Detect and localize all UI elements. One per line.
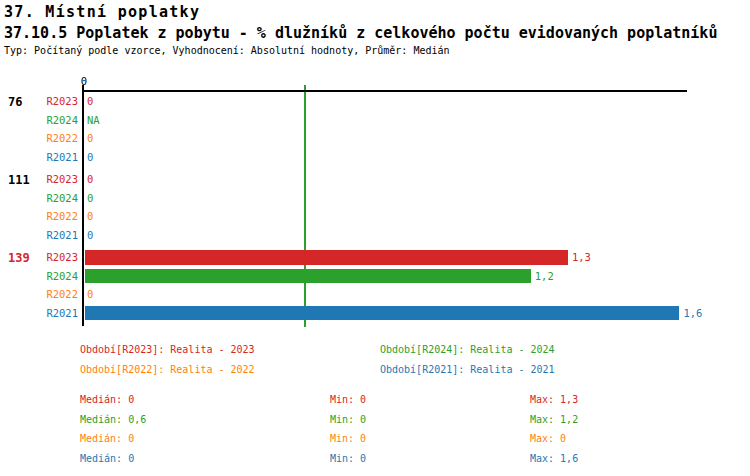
- chart-row: R2024 0: [0, 189, 750, 208]
- bar: [85, 306, 679, 321]
- series-label: R2023: [0, 251, 78, 263]
- bar-value-label: 0: [87, 229, 93, 241]
- chart-row: R2021 0: [0, 148, 750, 167]
- stat-min: Min: 0: [330, 414, 366, 425]
- bar-value-label: NA: [87, 114, 100, 126]
- series-label: R2022: [0, 210, 78, 222]
- legend-item: Období[R2023]: Realita - 2023: [80, 344, 255, 355]
- bar: [85, 250, 568, 265]
- chart-row: R2022 0: [0, 285, 750, 304]
- stat-median: Medián: 0: [80, 453, 134, 464]
- chart-plot-area: 76 R2023 0 R2024 NA R2022 0 R2021 0: [0, 92, 750, 326]
- bar-value-label: 1,3: [572, 251, 591, 263]
- report-page: 37. Místní poplatky 37.10.5 Poplatek z p…: [0, 0, 750, 476]
- bar-group: 111 R2023 0 R2024 0 R2022 0 R2021 0: [0, 170, 750, 244]
- stat-median: Medián: 0: [80, 394, 134, 405]
- chart-row: R2024 NA: [0, 111, 750, 130]
- bar-value-label: 0: [87, 173, 93, 185]
- chart-row: R2023 0: [0, 170, 750, 189]
- bar-group: 76 R2023 0 R2024 NA R2022 0 R2021 0: [0, 92, 750, 166]
- stat-max: Max: 1,3: [530, 394, 578, 405]
- chart-row: R2021 1,6: [0, 304, 750, 323]
- stat-min: Min: 0: [330, 453, 366, 464]
- series-label: R2022: [0, 288, 78, 300]
- chart-row: R2022 0: [0, 207, 750, 226]
- stat-median: Medián: 0,6: [80, 414, 146, 425]
- chart-row: R2023 1,3: [0, 248, 750, 267]
- series-label: R2023: [0, 95, 78, 107]
- stat-median: Medián: 0: [80, 433, 134, 444]
- bar-value-label: 0: [87, 288, 93, 300]
- series-label: R2021: [0, 229, 78, 241]
- series-label: R2024: [0, 192, 78, 204]
- bar-value-label: 1,6: [683, 307, 702, 319]
- legend-item: Období[R2024]: Realita - 2024: [380, 344, 555, 355]
- page-title: 37. Místní poplatky: [4, 3, 200, 21]
- series-label: R2021: [0, 151, 78, 163]
- legend-item: Období[R2021]: Realita - 2021: [380, 364, 555, 375]
- bar-value-label: 0: [87, 132, 93, 144]
- bar-value-label: 0: [87, 192, 93, 204]
- chart-row: R2022 0: [0, 129, 750, 148]
- stat-max: Max: 1,6: [530, 453, 578, 464]
- legend-item: Období[R2022]: Realita - 2022: [80, 364, 255, 375]
- series-label: R2021: [0, 307, 78, 319]
- stat-max: Max: 0: [530, 433, 566, 444]
- bar-value-label: 0: [87, 151, 93, 163]
- chart-meta: Typ: Počítaný podle vzorce, Vyhodnocení:…: [4, 45, 450, 56]
- chart-row: R2021 0: [0, 226, 750, 245]
- x-axis-tick-label: 0: [78, 75, 90, 87]
- bar-value-label: 0: [87, 95, 93, 107]
- bar-value-label: 1,2: [535, 270, 554, 282]
- stat-max: Max: 1,2: [530, 414, 578, 425]
- bar: [85, 269, 531, 284]
- series-label: R2023: [0, 173, 78, 185]
- stat-min: Min: 0: [330, 394, 366, 405]
- stat-min: Min: 0: [330, 433, 366, 444]
- bar-value-label: 0: [87, 210, 93, 222]
- page-subtitle: 37.10.5 Poplatek z pobytu - % dlužníků z…: [4, 24, 717, 42]
- chart-row: R2024 1,2: [0, 267, 750, 286]
- series-label: R2022: [0, 132, 78, 144]
- bar-group: 139 R2023 1,3 R2024 1,2 R2022 0 R2021 1,…: [0, 248, 750, 322]
- series-label: R2024: [0, 270, 78, 282]
- series-label: R2024: [0, 114, 78, 126]
- chart-row: R2023 0: [0, 92, 750, 111]
